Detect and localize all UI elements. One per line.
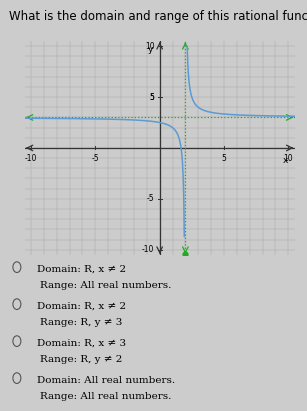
Text: y: y bbox=[148, 45, 153, 54]
Text: 5: 5 bbox=[150, 92, 154, 102]
Text: -5: -5 bbox=[147, 194, 154, 203]
Text: Domain: R, x ≠ 3: Domain: R, x ≠ 3 bbox=[37, 339, 126, 348]
Text: 5: 5 bbox=[222, 154, 226, 163]
Text: Range: All real numbers.: Range: All real numbers. bbox=[40, 281, 171, 290]
Text: Range: R, y ≠ 3: Range: R, y ≠ 3 bbox=[40, 318, 122, 327]
Text: Range: All real numbers.: Range: All real numbers. bbox=[40, 392, 171, 401]
Text: Domain: R, x ≠ 2: Domain: R, x ≠ 2 bbox=[37, 265, 126, 274]
Text: What is the domain and range of this rational function?: What is the domain and range of this rat… bbox=[9, 10, 307, 23]
Text: -10: -10 bbox=[142, 245, 154, 254]
Text: -10: -10 bbox=[25, 154, 37, 163]
Text: Range: R, y ≠ 2: Range: R, y ≠ 2 bbox=[40, 355, 122, 364]
Text: Domain: R, x ≠ 2: Domain: R, x ≠ 2 bbox=[37, 302, 126, 311]
Text: -5: -5 bbox=[91, 154, 99, 163]
Text: x: x bbox=[283, 156, 288, 165]
Text: 10: 10 bbox=[283, 154, 293, 163]
Text: 5: 5 bbox=[150, 92, 154, 102]
Text: 10: 10 bbox=[145, 42, 154, 51]
Text: Domain: All real numbers.: Domain: All real numbers. bbox=[37, 376, 175, 385]
